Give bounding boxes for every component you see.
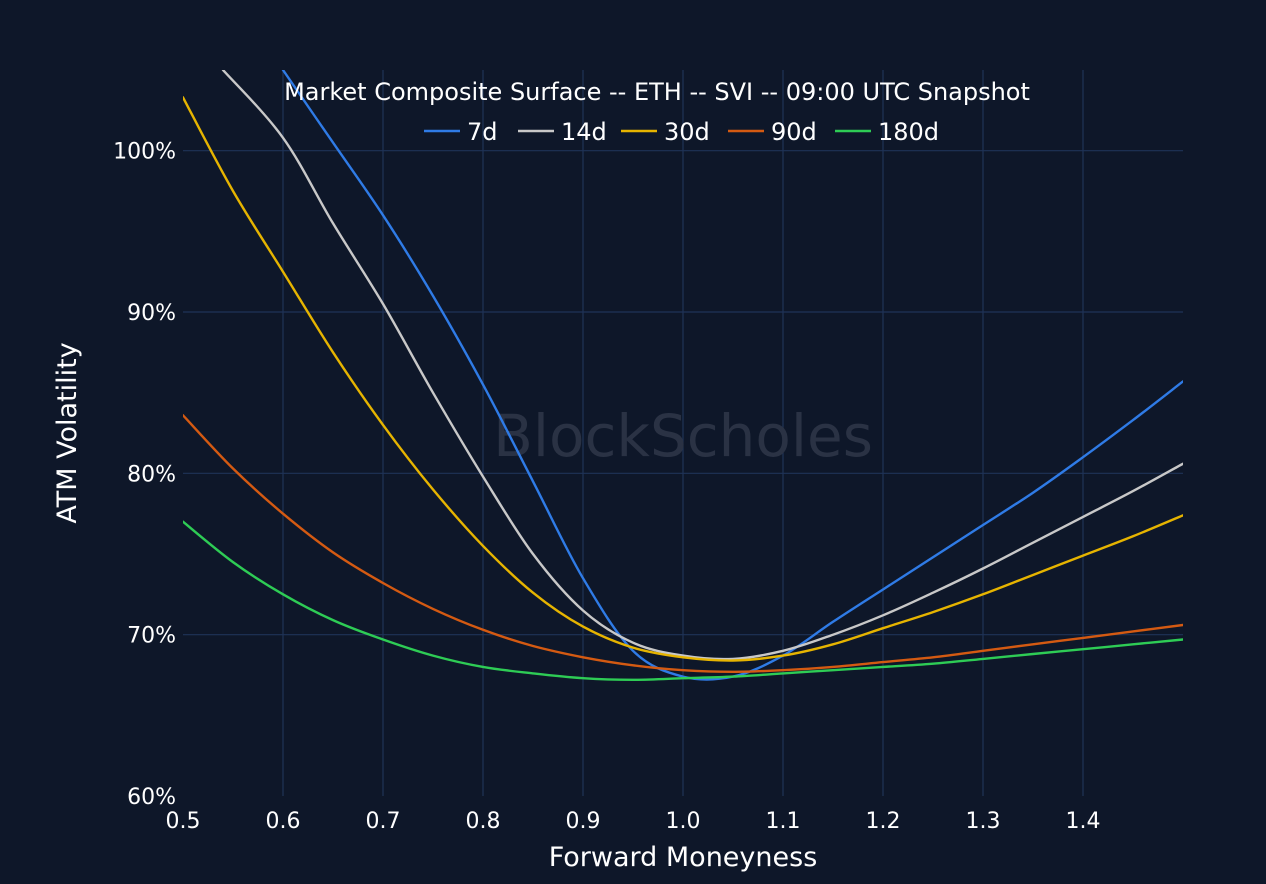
x-tick-label: 1.1: [766, 809, 801, 834]
series-line-30d: [183, 96, 1183, 662]
x-tick-label: 0.7: [366, 809, 401, 834]
y-tick-label: 70%: [127, 624, 176, 649]
x-axis-title: Forward Moneyness: [549, 842, 818, 873]
y-tick-label: 90%: [127, 301, 176, 326]
legend-item-90d[interactable]: 90d: [728, 118, 817, 146]
y-tick-label: 80%: [127, 462, 176, 487]
series-line-90d: [183, 414, 1183, 673]
legend-label: 14d: [561, 118, 607, 146]
grid: [183, 70, 1183, 796]
legend-item-180d[interactable]: 180d: [835, 118, 939, 146]
series-line-7d: [281, 70, 1183, 681]
x-tick-label: 0.8: [466, 809, 501, 834]
series-line-14d: [221, 70, 1183, 661]
x-tick-label: 0.5: [166, 809, 201, 834]
legend-label: 7d: [467, 118, 498, 146]
legend-label: 90d: [771, 118, 817, 146]
legend-item-30d[interactable]: 30d: [621, 118, 710, 146]
x-tick-label: 1.4: [1066, 809, 1101, 834]
y-tick-label: 100%: [113, 140, 176, 165]
legend-item-7d[interactable]: 7d: [424, 118, 498, 146]
series-line-180d: [183, 520, 1183, 681]
y-axis-title: ATM Volatility: [52, 342, 83, 523]
legend-label: 30d: [664, 118, 710, 146]
series-lines: [183, 70, 1183, 681]
x-tick-label: 1.0: [666, 809, 701, 834]
chart-title: Market Composite Surface -- ETH -- SVI -…: [284, 78, 1030, 106]
legend-item-14d[interactable]: 14d: [518, 118, 607, 146]
x-tick-label: 1.2: [866, 809, 901, 834]
x-tick-label: 1.3: [966, 809, 1001, 834]
watermark: BlockScholes: [493, 402, 873, 470]
x-tick-label: 0.6: [266, 809, 301, 834]
legend-label: 180d: [878, 118, 939, 146]
y-tick-label: 60%: [127, 785, 176, 810]
y-axis-ticks: 60% 70% 80% 90% 100%: [113, 140, 176, 810]
x-tick-label: 0.9: [566, 809, 601, 834]
x-axis-ticks: 0.5 0.6 0.7 0.8 0.9 1.0 1.1 1.2 1.3 1.4: [166, 809, 1101, 834]
legend[interactable]: 7d 14d 30d 90d 180d: [424, 118, 939, 146]
